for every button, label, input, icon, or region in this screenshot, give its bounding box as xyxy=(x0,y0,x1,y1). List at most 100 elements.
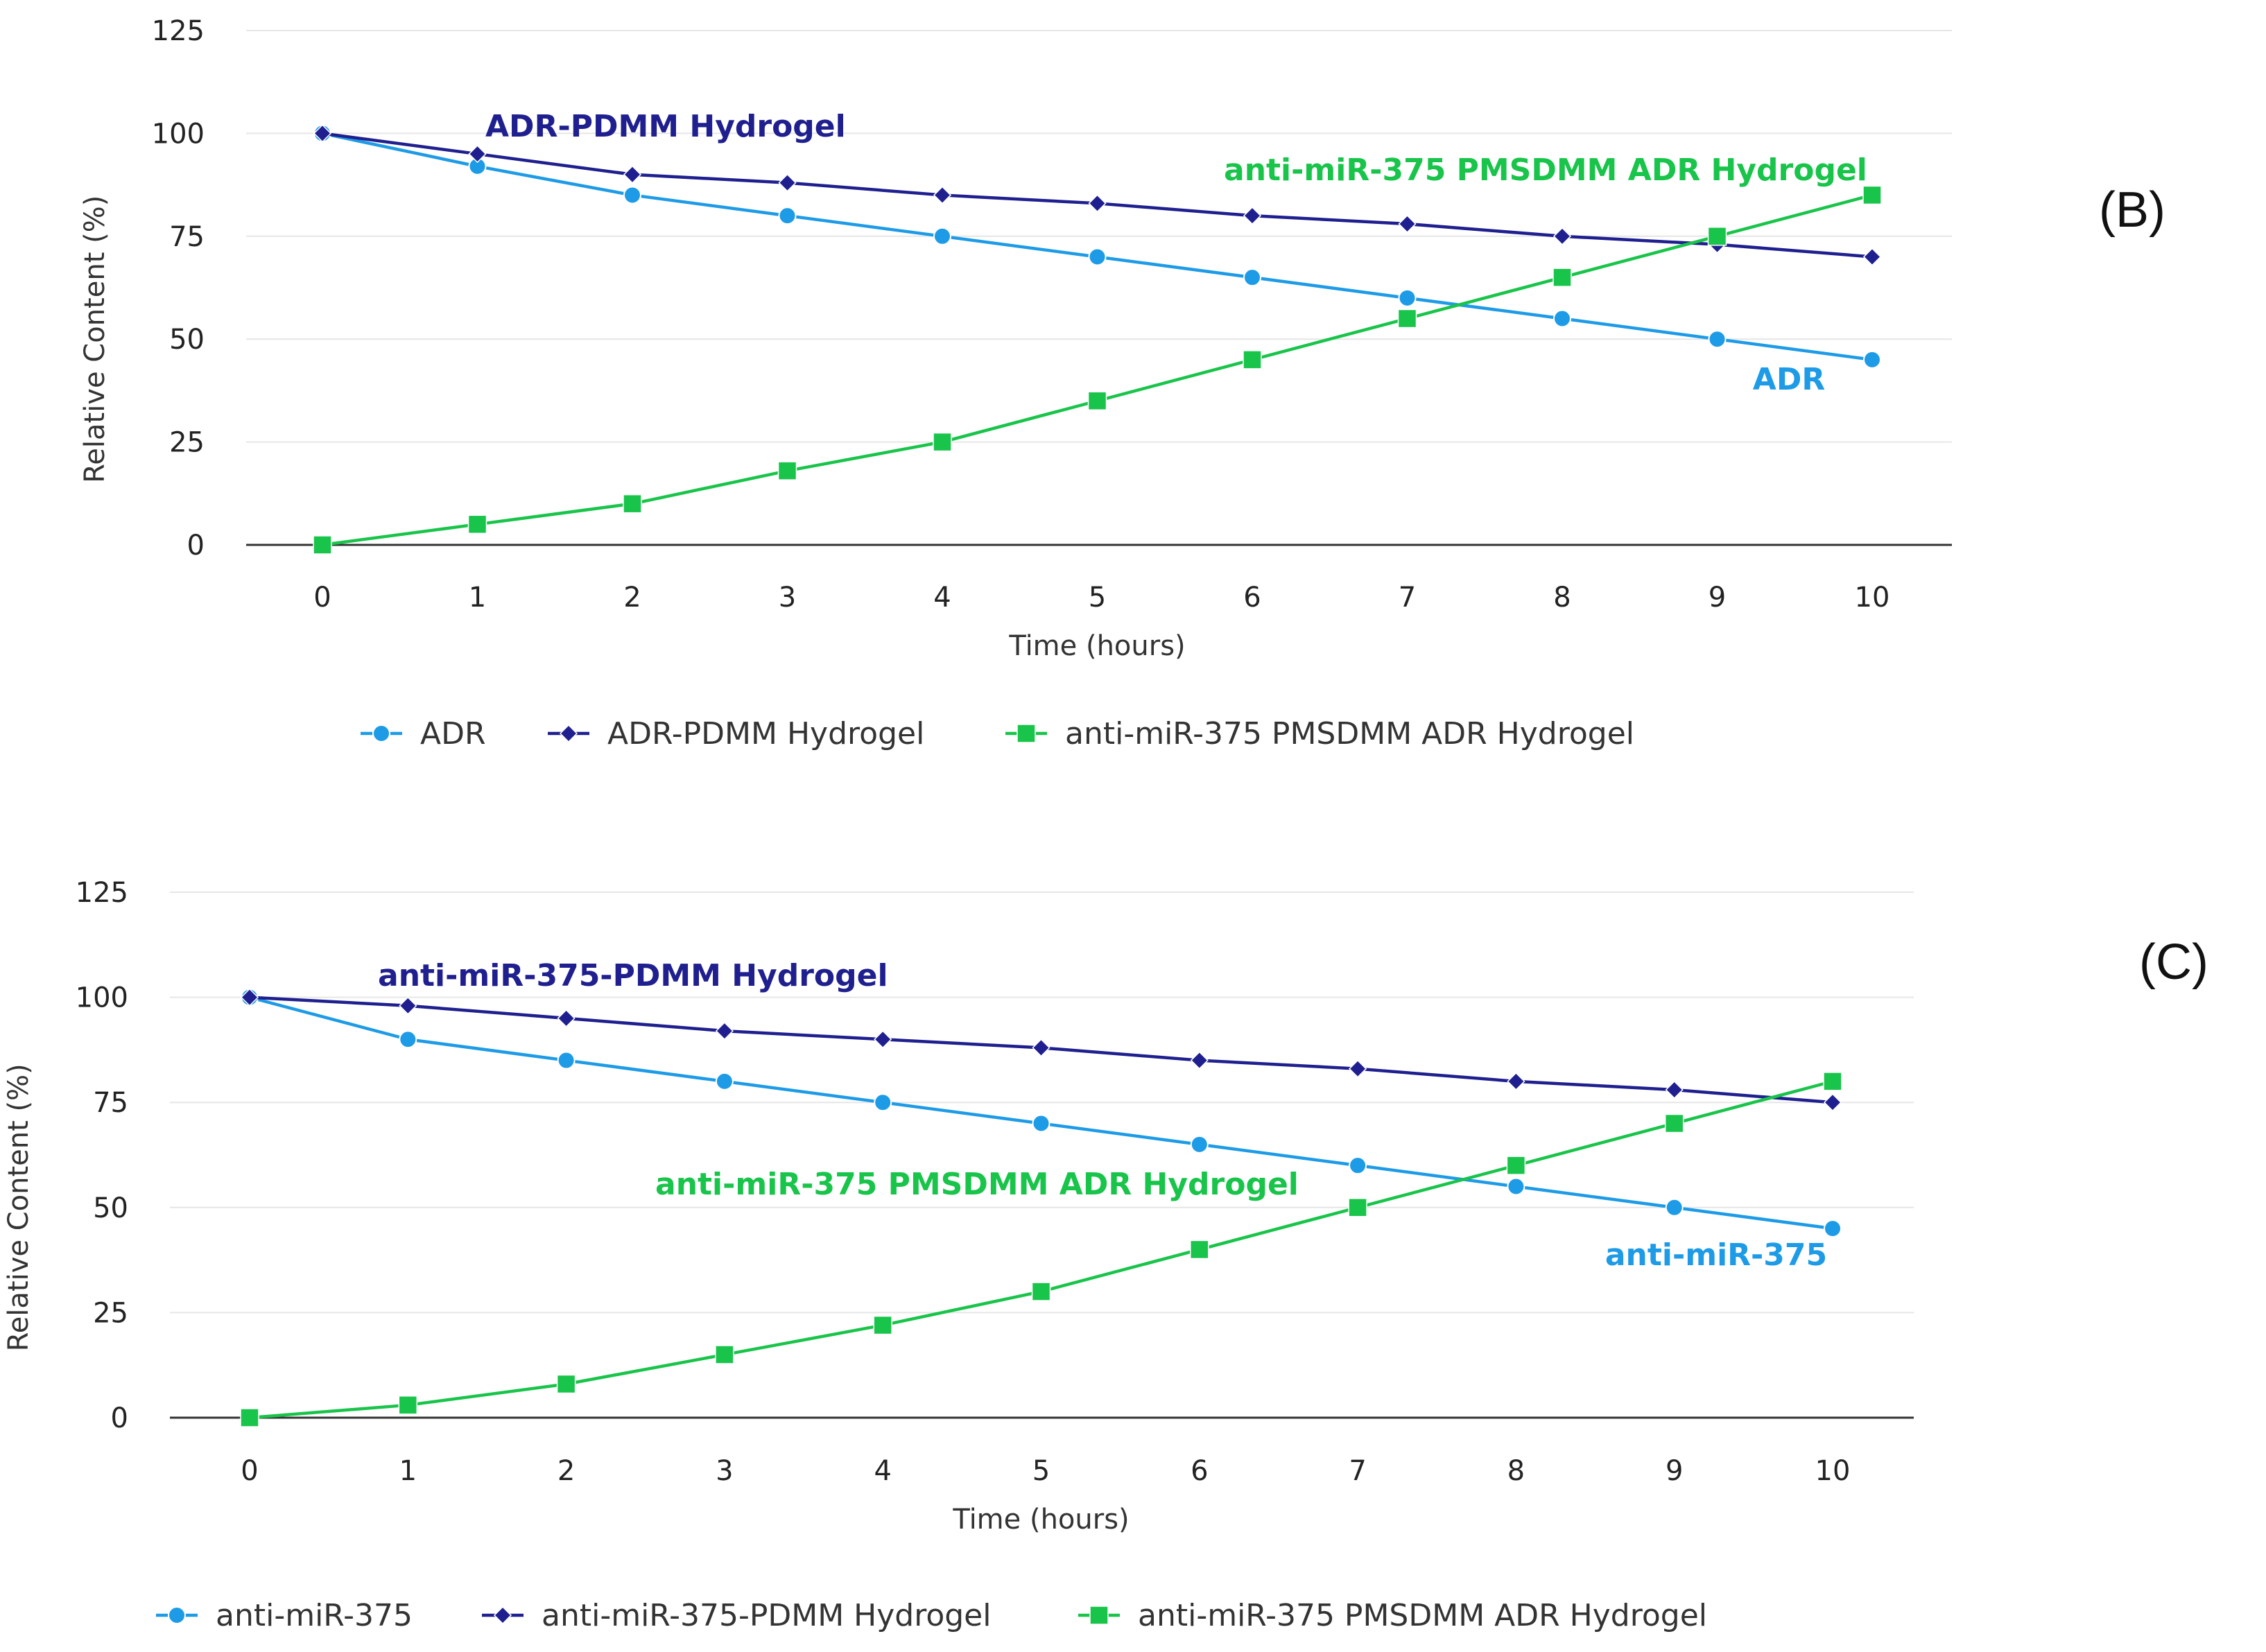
data-point xyxy=(1398,214,1417,234)
data-point xyxy=(1707,227,1727,246)
legend-label: anti-miR-375-PDMM Hydrogel xyxy=(542,1598,991,1633)
data-point xyxy=(1506,1156,1526,1175)
y-axis-title: Relative Content (%) xyxy=(79,195,111,483)
legend-key-marker xyxy=(1017,724,1036,743)
x-tick-label: 2 xyxy=(623,582,641,614)
data-point xyxy=(399,996,417,1015)
data-point xyxy=(933,186,952,205)
y-tick-label: 100 xyxy=(76,982,128,1014)
data-point xyxy=(1243,268,1261,287)
data-point xyxy=(468,145,487,164)
data-point xyxy=(1088,194,1107,213)
data-point xyxy=(1824,1219,1842,1238)
data-point xyxy=(313,124,332,143)
chart-panel-0: 0 25 50 75 100 125 0 1 2 3 4 5 6 7 8 9 10 Time (hours) Rel… xyxy=(79,15,2165,751)
x-tick-label: 5 xyxy=(1032,1455,1050,1487)
data-point xyxy=(1507,1072,1525,1090)
legend-key-marker xyxy=(1089,1606,1109,1625)
y-axis-title: Relative Content (%) xyxy=(3,1063,35,1351)
x-tick-label: 5 xyxy=(1089,582,1106,614)
series-0 xyxy=(241,988,1842,1238)
data-point xyxy=(777,461,797,480)
data-point xyxy=(873,1315,892,1335)
data-point xyxy=(1190,1051,1209,1070)
x-tick-label: 10 xyxy=(1855,582,1890,614)
legend-item: anti-miR-375 PMSDMM ADR Hydrogel xyxy=(1005,716,1634,751)
data-point xyxy=(933,227,951,245)
series-annotation: anti-miR-375 PMSDMM ADR Hydrogel xyxy=(655,1167,1299,1202)
data-point xyxy=(1243,207,1262,225)
legend-key-marker xyxy=(372,724,390,742)
y-tick-label: 25 xyxy=(93,1297,128,1329)
series-2 xyxy=(240,1072,1842,1427)
x-tick-label: 8 xyxy=(1507,1455,1525,1487)
y-tick-label: 75 xyxy=(93,1087,128,1119)
legend-key-marker xyxy=(168,1606,186,1624)
data-point xyxy=(623,165,642,184)
x-tick-label: 9 xyxy=(1666,1455,1683,1487)
data-point xyxy=(1190,1135,1209,1154)
data-point xyxy=(1708,330,1727,349)
data-point xyxy=(933,432,952,452)
data-point xyxy=(1665,1080,1684,1099)
x-tick-label: 10 xyxy=(1815,1455,1851,1487)
data-point xyxy=(1863,350,1881,369)
y-tick-label: 0 xyxy=(187,530,205,562)
x-tick-label: 7 xyxy=(1349,1455,1366,1487)
panel-label: (B) xyxy=(2099,182,2165,238)
legend-label: ADR xyxy=(420,716,486,751)
series-annotation: anti-miR-375 PMSDMM ADR Hydrogel xyxy=(1224,153,1867,188)
x-tick-label: 1 xyxy=(399,1455,417,1487)
data-point xyxy=(1862,185,1882,205)
y-tick-label: 25 xyxy=(169,427,205,459)
data-point xyxy=(1349,1156,1367,1175)
data-point xyxy=(1823,1093,1842,1112)
data-point xyxy=(778,173,797,192)
data-point xyxy=(556,1374,576,1394)
series-1 xyxy=(313,124,1882,266)
legend-label: anti-miR-375 PMSDMM ADR Hydrogel xyxy=(1065,716,1634,751)
x-tick-label: 2 xyxy=(557,1455,575,1487)
series-annotation: anti-miR-375 xyxy=(1605,1237,1827,1273)
x-tick-label: 4 xyxy=(933,582,951,614)
x-tick-label: 1 xyxy=(469,582,486,614)
x-tick-label: 8 xyxy=(1553,582,1571,614)
x-tick-label: 9 xyxy=(1709,582,1726,614)
series-annotation: ADR-PDMM Hydrogel xyxy=(485,109,846,144)
x-tick-label: 6 xyxy=(1243,582,1261,614)
x-tick-label: 4 xyxy=(874,1455,891,1487)
x-tick-label: 7 xyxy=(1399,582,1416,614)
data-point xyxy=(623,186,641,205)
data-point xyxy=(1553,268,1572,287)
data-point xyxy=(1553,227,1572,245)
data-point xyxy=(715,1345,734,1364)
data-point xyxy=(557,1009,576,1027)
data-point xyxy=(715,1072,734,1090)
data-point xyxy=(467,514,487,534)
data-point xyxy=(1507,1177,1525,1196)
series-2 xyxy=(313,185,1882,555)
data-point xyxy=(1190,1240,1209,1260)
data-point xyxy=(1862,247,1882,266)
data-point xyxy=(557,1051,576,1070)
legend-item: anti-miR-375 PMSDMM ADR Hydrogel xyxy=(1078,1598,1707,1633)
y-tick-label: 100 xyxy=(152,118,205,150)
y-tick-label: 125 xyxy=(152,15,205,47)
y-tick-label: 50 xyxy=(93,1192,128,1224)
legend-item: ADR xyxy=(361,716,486,751)
legend-item: anti-miR-375-PDMM Hydrogel xyxy=(482,1598,991,1633)
data-point xyxy=(1032,1038,1050,1057)
data-point xyxy=(1088,247,1107,266)
legend-item: ADR-PDMM Hydrogel xyxy=(548,716,924,751)
x-tick-label: 3 xyxy=(779,582,796,614)
data-point xyxy=(1664,1113,1684,1133)
data-point xyxy=(1397,308,1417,329)
legend: anti-miR-375 anti-miR-375-PDMM Hydrogel an… xyxy=(156,1598,1707,1633)
series-line xyxy=(322,193,1873,547)
legend-item: anti-miR-375 xyxy=(156,1598,413,1633)
x-tick-label: 6 xyxy=(1191,1455,1208,1487)
legend-key-marker xyxy=(493,1606,512,1625)
y-tick-label: 125 xyxy=(76,877,128,909)
data-point xyxy=(874,1093,892,1112)
